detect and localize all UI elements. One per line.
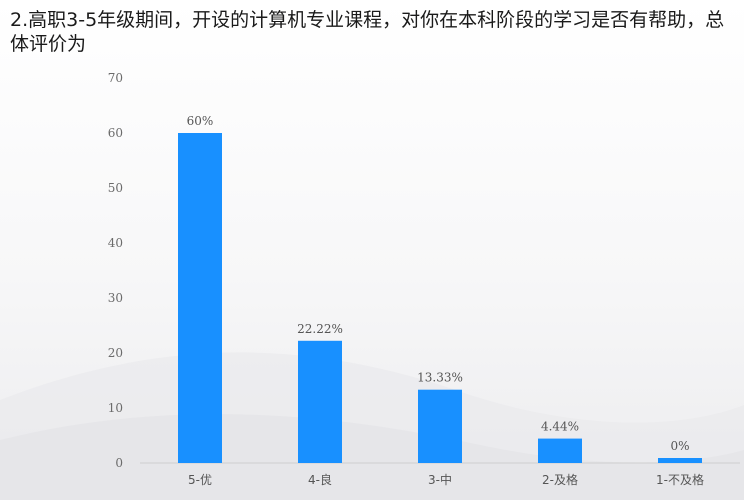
y-tick-label: 30: [108, 291, 123, 305]
x-tick-label: 1-不及格: [656, 472, 704, 487]
chart-title: 2.高职3-5年级期间，开设的计算机专业课程，对你在本科阶段的学习是否有帮助，总…: [10, 9, 725, 55]
y-tick-label: 70: [108, 71, 123, 85]
data-labels: 60% 22.22% 13.33% 4.44% 0%: [187, 114, 690, 453]
y-tick-label: 60: [108, 126, 123, 140]
x-tick-label: 5-优: [188, 473, 212, 487]
y-tick-label: 10: [108, 401, 123, 415]
bar[interactable]: [658, 458, 702, 463]
x-tick-label: 3-中: [428, 472, 452, 487]
bar[interactable]: [538, 438, 582, 463]
data-label: 22.22%: [297, 322, 343, 336]
y-tick-label: 20: [108, 346, 123, 360]
y-axis: 0 10 20 30 40 50 60 70: [108, 71, 123, 470]
x-tick-label: 4-良: [308, 472, 332, 487]
y-tick-label: 40: [108, 236, 123, 250]
bars: [178, 133, 702, 463]
y-tick-label: 50: [108, 181, 123, 195]
bar[interactable]: [178, 133, 222, 463]
bar[interactable]: [298, 340, 342, 463]
data-label: 4.44%: [541, 420, 579, 434]
x-axis: 5-优 4-良 3-中 2-及格 1-不及格: [188, 472, 704, 487]
y-tick-label: 0: [115, 456, 123, 470]
x-tick-label: 2-及格: [542, 472, 578, 487]
bar[interactable]: [418, 389, 462, 463]
data-label: 60%: [187, 114, 214, 128]
data-label: 0%: [670, 439, 689, 453]
data-label: 13.33%: [417, 371, 463, 385]
